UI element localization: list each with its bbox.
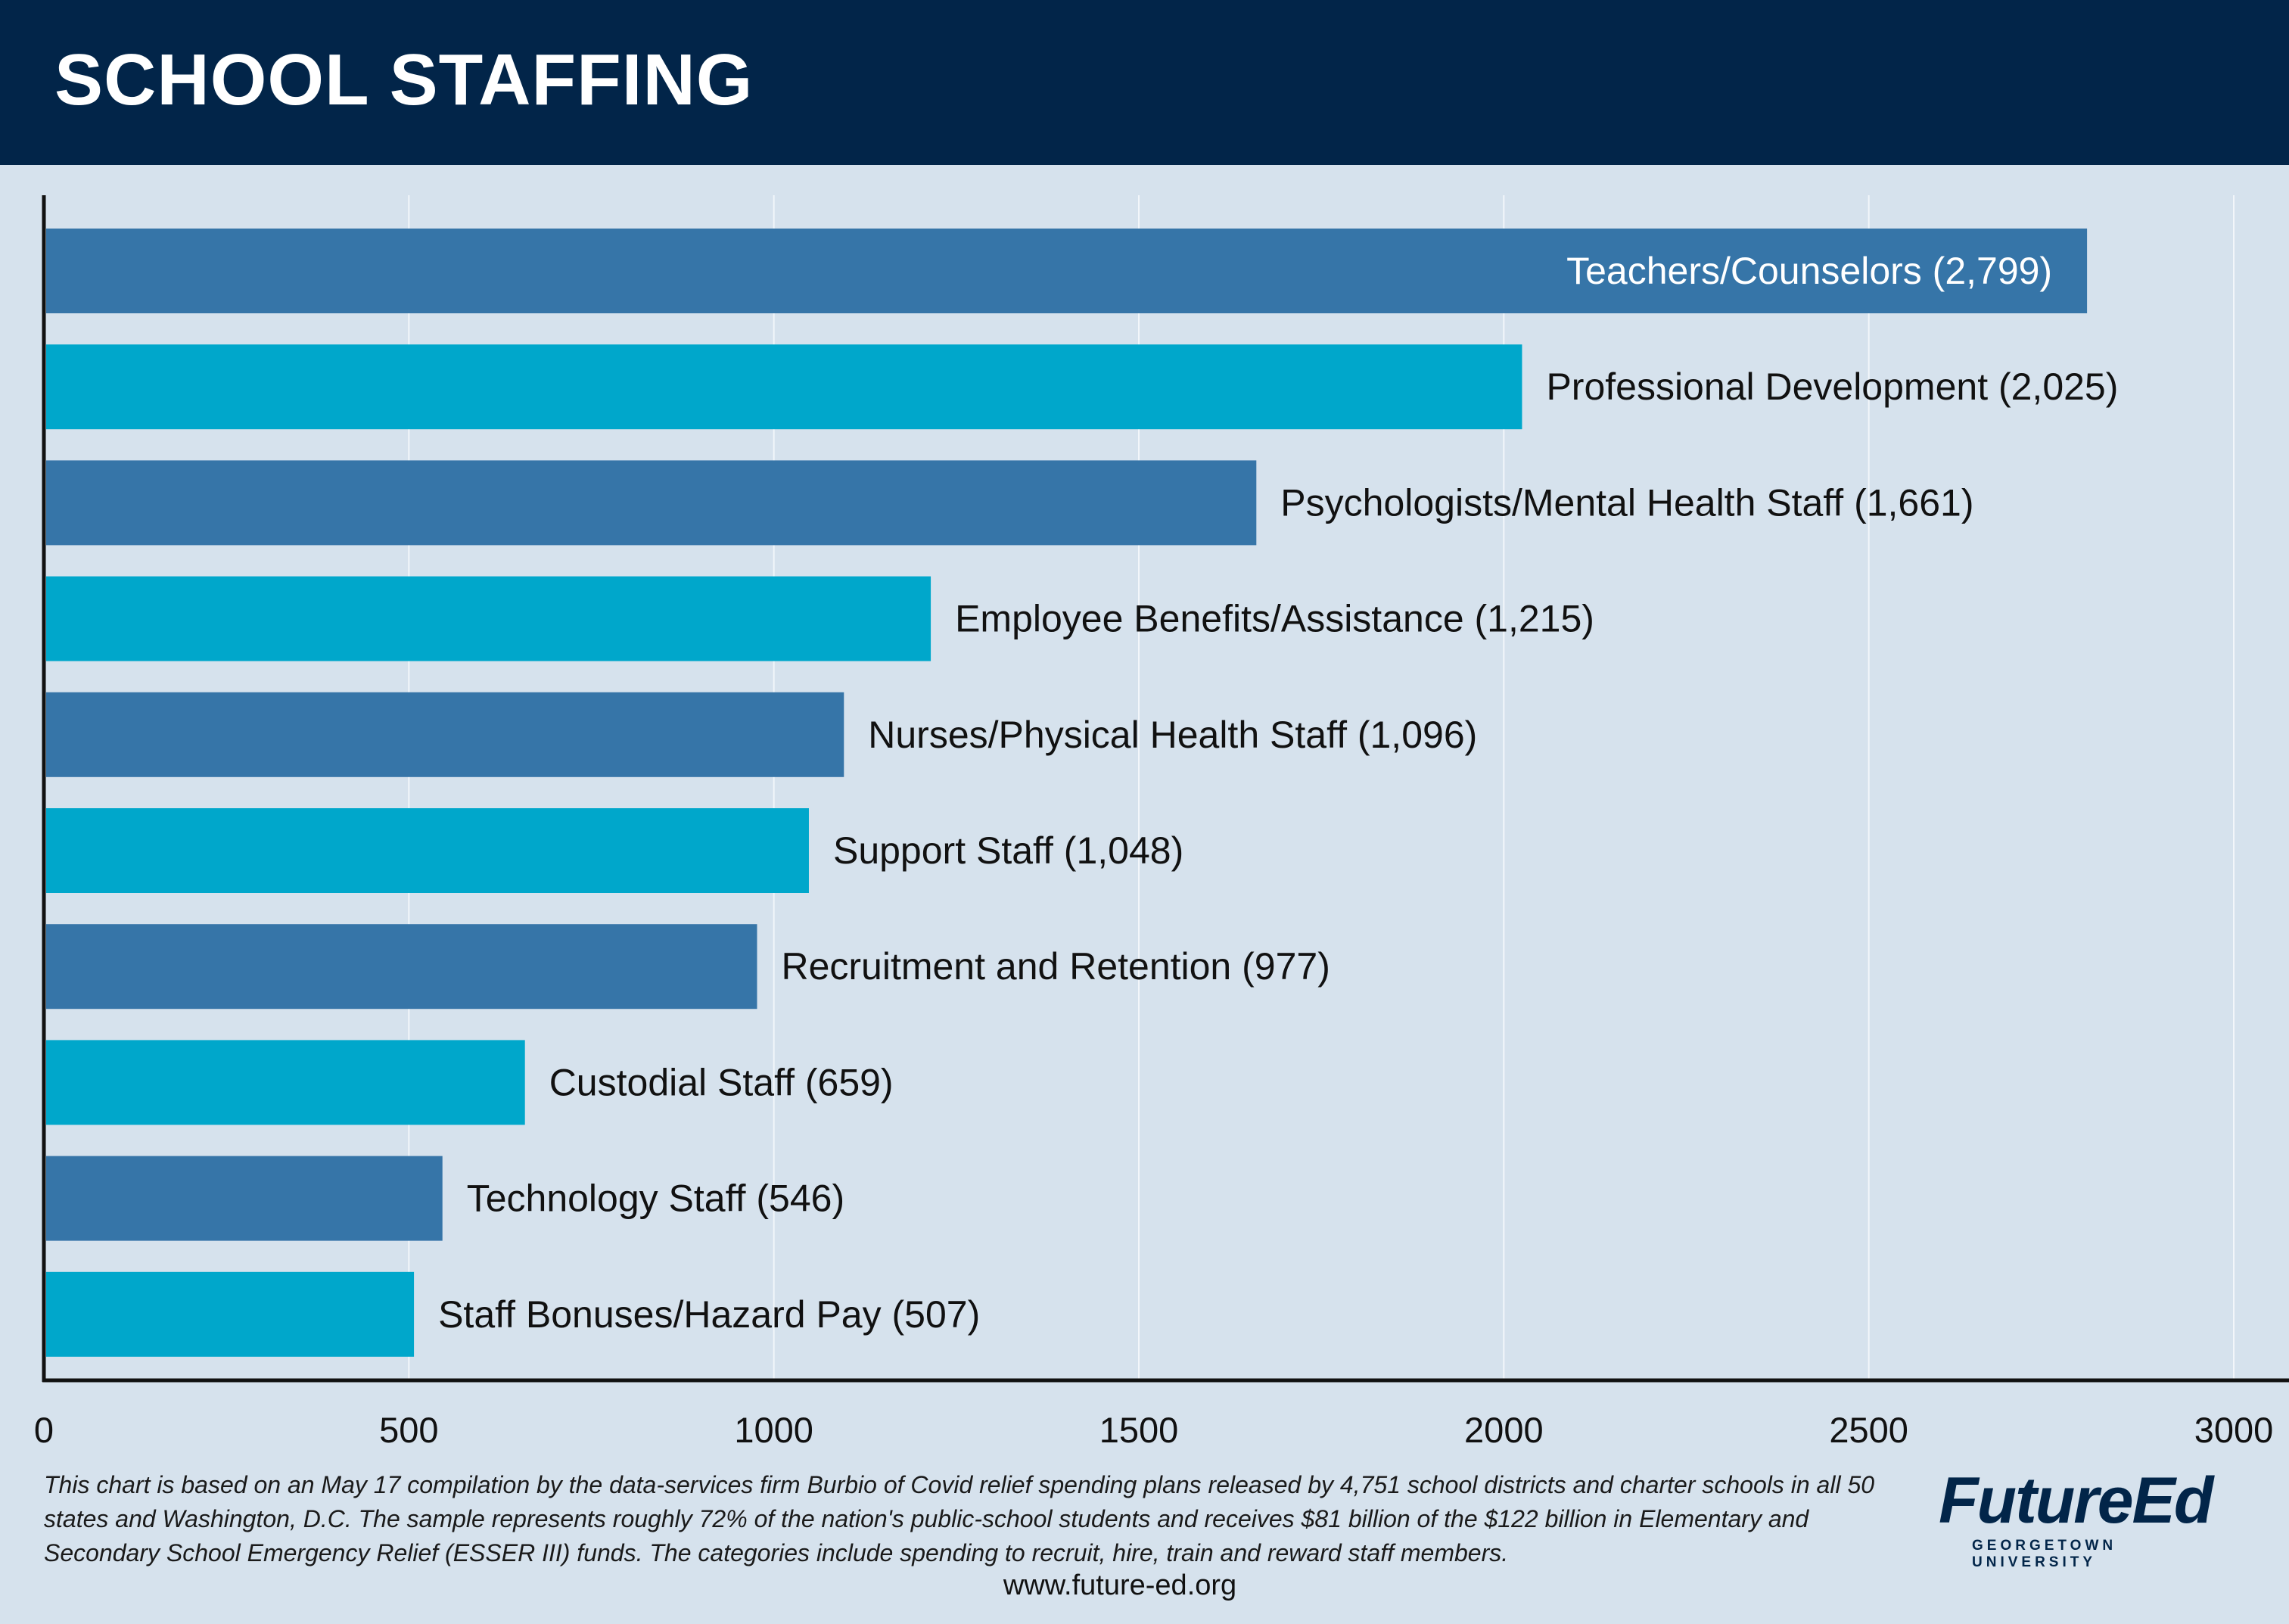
bar-label-9: Staff Bonuses/Hazard Pay (507): [438, 1293, 980, 1336]
bar-labels: Teachers/Counselors (2,799) Professional …: [438, 250, 2118, 1336]
bar-6: [46, 924, 757, 1010]
logo-wordmark: FutureEd: [1939, 1464, 2213, 1537]
bar-8: [46, 1156, 443, 1241]
bar-chart: Teachers/Counselors (2,799) Professional …: [34, 195, 2289, 1450]
bar-label-1: Professional Development (2,025): [1546, 366, 2118, 408]
header-bar: SCHOOL STAFFING: [0, 0, 2289, 165]
bar-2: [46, 460, 1257, 546]
bar-9: [46, 1271, 415, 1357]
x-tick-label-2500: 2500: [1829, 1410, 1908, 1450]
bar-label-3: Employee Benefits/Assistance (1,215): [955, 598, 1594, 640]
page-title: SCHOOL STAFFING: [54, 39, 754, 120]
logo-subtitle: GEORGETOWN UNIVERSITY: [1972, 1538, 2117, 1570]
bar-1: [46, 344, 1522, 430]
tick-labels: 0 500 1000 1500 2000 2500 3000: [34, 1410, 2273, 1450]
bar-label-0: Teachers/Counselors (2,799): [1566, 250, 2052, 292]
bar-label-7: Custodial Staff (659): [549, 1061, 894, 1103]
footnote: This chart is based on an May 17 compila…: [44, 1471, 1875, 1566]
x-tick-label-1500: 1500: [1099, 1410, 1179, 1450]
axes: [42, 195, 2289, 1383]
bar-7: [46, 1040, 525, 1125]
x-tick-label-2000: 2000: [1464, 1410, 1544, 1450]
bar-3: [46, 576, 931, 661]
futureed-logo: FutureEd GEORGETOWN UNIVERSITY: [1939, 1468, 2234, 1571]
x-tick-label-0: 0: [34, 1410, 54, 1450]
bar-label-8: Technology Staff (546): [467, 1178, 844, 1220]
x-tick-label-3000: 3000: [2194, 1410, 2274, 1450]
bar-label-4: Nurses/Physical Health Staff (1,096): [868, 714, 1477, 756]
bar-5: [46, 808, 809, 893]
x-tick-label-500: 500: [379, 1410, 438, 1450]
bars: [46, 229, 2088, 1357]
bar-0: [46, 229, 2088, 313]
bar-label-6: Recruitment and Retention (977): [781, 945, 1330, 988]
x-tick-label-1000: 1000: [734, 1410, 813, 1450]
bar-4: [46, 692, 844, 777]
bar-label-2: Psychologists/Mental Health Staff (1,661…: [1280, 481, 1973, 524]
website-link[interactable]: www.future-ed.org: [1003, 1570, 1237, 1601]
bar-label-5: Support Staff (1,048): [833, 829, 1183, 872]
